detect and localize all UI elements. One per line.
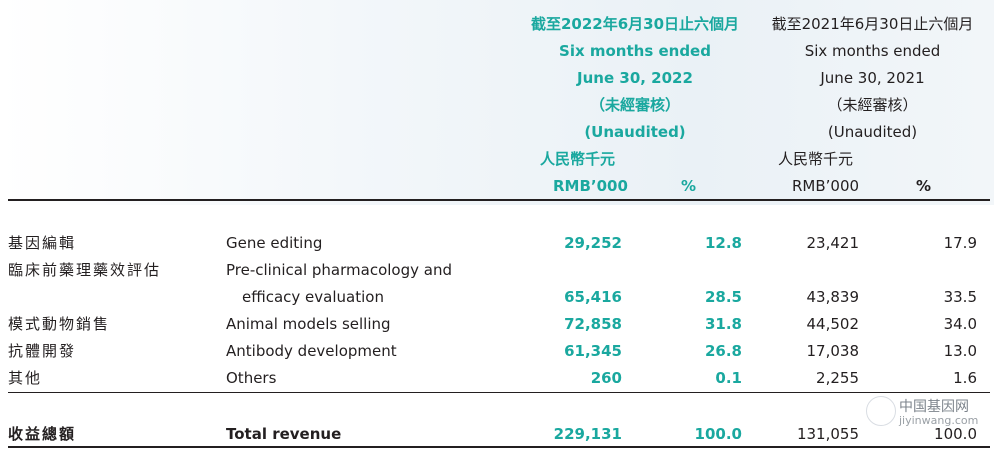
currency-2021-en: RMB’000 [792,177,860,195]
row-animal-models-zh: 模式動物銷售 [8,315,111,333]
period-2022-zh: 截至2022年6月30日止六個月 [530,15,740,33]
watermark-title: 中国基因网 [899,399,969,415]
row-others-pct-2022: 0.1 [715,369,742,387]
row-antibody-pct-2022: 26.8 [704,342,742,360]
row-gene-editing-pct-2022: 12.8 [704,234,742,252]
total-amt-2022: 229,131 [553,425,622,443]
row-antibody-zh: 抗體開發 [8,342,77,360]
row-antibody-amt-2022: 61,345 [564,342,622,360]
row-gene-editing-amt-2021: 23,421 [806,234,860,252]
currency-2022-zh: 人民幣千元 [540,150,616,168]
audit-2021-zh: （未經審核） [827,96,918,114]
row-animal-models-en: Animal models selling [226,315,391,333]
row-preclinical-amt-2021: 43,839 [806,288,860,306]
period-2021-en-line2: June 30, 2021 [820,69,925,87]
row-others-zh: 其他 [8,369,43,387]
header-background [0,0,994,205]
row-antibody-amt-2021: 17,038 [806,342,860,360]
period-2021-zh: 截至2021年6月30日止六個月 [771,15,974,33]
period-2021-en-line1: Six months ended [804,42,941,60]
total-pct-2021: 100.0 [934,425,977,443]
row-preclinical-amt-2022: 65,416 [564,288,622,306]
period-2022-en-line2: June 30, 2022 [577,69,693,87]
period-2022-en-line1: Six months ended [559,42,711,60]
audit-2021-en: (Unaudited) [827,123,918,141]
total-pct-2022: 100.0 [694,425,742,443]
subtotal-rule [8,392,990,393]
row-preclinical-pct-2022: 28.5 [704,288,742,306]
watermark-url: jiyinwang.com [899,414,979,427]
row-preclinical-pct-2021: 33.5 [943,288,977,306]
row-preclinical-en-line2: efficacy evaluation [242,288,384,306]
row-others-en: Others [226,369,277,387]
row-animal-models-pct-2021: 34.0 [943,315,977,333]
header-rule [8,199,990,201]
row-animal-models-amt-2022: 72,858 [564,315,622,333]
total-en: Total revenue [226,425,342,443]
row-others-amt-2021: 2,255 [816,369,859,387]
total-amt-2021: 131,055 [796,425,859,443]
row-antibody-pct-2021: 13.0 [943,342,977,360]
row-preclinical-zh: 臨床前藥理藥效評估 [8,261,162,279]
row-gene-editing-amt-2022: 29,252 [564,234,622,252]
percent-2022: % [681,177,697,195]
watermark-logo-icon [866,396,896,426]
row-preclinical-en-line1: Pre-clinical pharmacology and [226,261,452,279]
row-antibody-en: Antibody development [226,342,397,360]
row-animal-models-amt-2021: 44,502 [806,315,860,333]
audit-2022-zh: （未經審核） [589,96,680,114]
row-gene-editing-pct-2021: 17.9 [943,234,977,252]
total-zh: 收益總額 [8,425,77,443]
audit-2022-en: (Unaudited) [584,123,686,141]
currency-2022-en: RMB’000 [553,177,628,195]
row-others-amt-2022: 260 [590,369,622,387]
percent-2021: % [916,177,932,195]
row-gene-editing-en: Gene editing [226,234,323,252]
row-animal-models-pct-2022: 31.8 [704,315,742,333]
currency-2021-zh: 人民幣千元 [778,150,854,168]
row-gene-editing-zh: 基因編輯 [8,234,77,252]
row-others-pct-2021: 1.6 [953,369,977,387]
total-rule [8,446,990,448]
